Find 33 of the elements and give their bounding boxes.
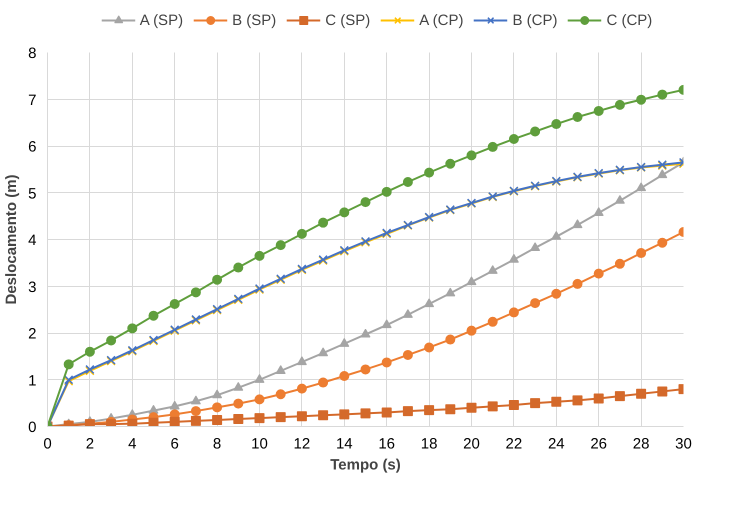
x-tick-label: 16 <box>378 436 396 452</box>
y-tick-label: 7 <box>28 92 36 109</box>
legend-label: A (SP) <box>140 12 184 28</box>
y-tick-label: 8 <box>28 45 36 62</box>
y-tick-label: 6 <box>28 138 36 156</box>
x-tick-label: 4 <box>128 436 136 452</box>
x-tick-label: 8 <box>212 436 222 452</box>
x-tick-label: 14 <box>336 436 353 452</box>
legend-label: C (SP) <box>325 12 370 28</box>
x-tick-label: 26 <box>590 436 608 452</box>
legend-label: A (CP) <box>419 12 464 28</box>
x-tick-label: 28 <box>632 436 650 452</box>
x-tick-label: 30 <box>675 436 692 452</box>
x-tick-label: 0 <box>43 436 52 452</box>
legend-label: C (CP) <box>606 12 652 28</box>
x-tick-label: 20 <box>463 436 480 452</box>
y-tick-label: 1 <box>28 372 36 390</box>
legend-label: B (CP) <box>512 12 558 28</box>
legend-label: B (SP) <box>232 12 276 28</box>
y-tick-label: 5 <box>28 185 36 202</box>
y-tick-label: 0 <box>28 419 36 436</box>
x-tick-label: 22 <box>506 436 522 452</box>
y-axis-title: Deslocamento (m) <box>3 174 20 305</box>
y-tick-label: 2 <box>28 326 36 342</box>
y-tick-label: 3 <box>28 278 36 296</box>
x-tick-label: 18 <box>420 436 438 452</box>
x-axis-title: Tempo (s) <box>330 456 401 474</box>
x-tick-label: 2 <box>86 436 94 452</box>
x-tick-label: 10 <box>251 436 268 452</box>
x-tick-label: 12 <box>294 436 310 452</box>
x-tick-label: 6 <box>170 436 179 452</box>
x-tick-label: 24 <box>548 436 565 452</box>
y-tick-label: 4 <box>28 232 36 249</box>
